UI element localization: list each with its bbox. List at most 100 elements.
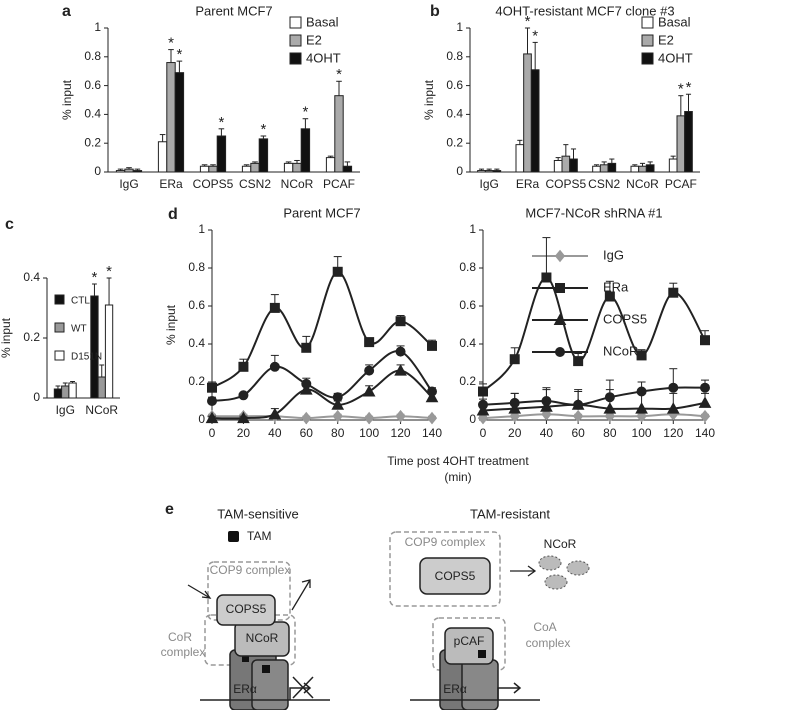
- marker: [331, 398, 345, 410]
- bar: [477, 170, 486, 173]
- bar: [97, 376, 106, 399]
- y-axis-label: % input: [164, 304, 178, 345]
- legend-swatch: [289, 34, 302, 47]
- marker: [301, 378, 312, 389]
- bar: [492, 170, 502, 173]
- y-axis-label: % input: [0, 317, 13, 358]
- bar: [553, 159, 563, 173]
- legend-text: TAM: [247, 529, 271, 543]
- marker: [395, 316, 406, 327]
- label: NCoR: [246, 631, 279, 645]
- marker: [476, 403, 490, 416]
- x-axis-label: (min): [444, 470, 471, 484]
- significance: *: [92, 269, 98, 286]
- legend-label: NCoR: [603, 343, 638, 358]
- y-tick-label: 0.4: [446, 107, 463, 121]
- legend-label: E2: [658, 32, 674, 47]
- legend-label: IgG: [603, 247, 624, 262]
- y-tick-label: 0: [198, 412, 205, 426]
- x-tick-label: PCAF: [323, 177, 355, 191]
- x-tick-label: ERa: [159, 177, 183, 191]
- significance: *: [532, 27, 538, 44]
- legend-swatch: [641, 52, 654, 65]
- legend-label: 4OHT: [306, 50, 341, 65]
- bar: [292, 162, 302, 173]
- legend-swatch: [54, 322, 65, 333]
- y-tick-label: 0.4: [188, 336, 205, 350]
- marker: [636, 386, 647, 397]
- chart-title: 4OHT-resistant MCF7 clone #3: [495, 3, 674, 18]
- marker: [238, 390, 249, 401]
- marker: [666, 402, 680, 414]
- y-tick-label: 0.2: [23, 330, 40, 344]
- y-tick-label: 0.2: [188, 374, 205, 388]
- marker: [427, 340, 437, 351]
- bar: [174, 72, 185, 173]
- marker: [269, 361, 280, 372]
- y-axis-label: % input: [422, 79, 436, 120]
- y-tick-label: 0.4: [23, 270, 40, 284]
- marker: [700, 335, 710, 346]
- legend-swatch: [54, 294, 65, 305]
- label: complex: [526, 636, 571, 650]
- bar: [216, 135, 227, 173]
- marker: [332, 409, 343, 423]
- x-tick-label: 20: [237, 426, 251, 440]
- y-tick-label: 0.6: [446, 78, 463, 92]
- label: COP9 complex: [405, 535, 486, 549]
- y-tick-label: 0: [469, 412, 476, 426]
- diagram: e TAM-sensitive TAM COP9 complex ERα NCo…: [161, 501, 590, 710]
- panel-label: e: [165, 501, 174, 518]
- y-tick-label: 0.6: [84, 78, 101, 92]
- diagram-title: TAM-resistant: [470, 506, 550, 521]
- label: pCAF: [454, 634, 485, 648]
- marker: [237, 411, 250, 424]
- x-tick-label: 140: [422, 426, 442, 440]
- marker: [478, 399, 488, 410]
- marker: [332, 266, 343, 277]
- y-tick-label: 0.8: [446, 49, 463, 63]
- gene-line: [410, 682, 540, 701]
- marker: [541, 396, 552, 406]
- chart-title: Parent MCF7: [283, 205, 360, 220]
- legend-label: CTL: [71, 296, 90, 307]
- x-axis-label: Time post 4OHT treatment: [387, 454, 529, 468]
- tam-icon: [228, 531, 239, 542]
- bar: [68, 382, 77, 399]
- bar: [530, 69, 540, 173]
- x-tick-label: CSN2: [588, 177, 620, 191]
- bar: [166, 62, 176, 173]
- legend-label: D151N: [71, 352, 102, 363]
- bar: [241, 165, 252, 173]
- legend-swatch: [289, 52, 302, 65]
- y-axis-label: % input: [60, 79, 74, 120]
- bar: [208, 165, 218, 173]
- x-tick-label: 20: [508, 426, 522, 440]
- marker: [604, 291, 615, 302]
- bar: [342, 165, 353, 173]
- diagram-title: TAM-sensitive: [217, 506, 298, 521]
- er-box: [461, 659, 499, 710]
- marker: [572, 409, 584, 423]
- significance: *: [106, 263, 112, 280]
- x-tick-label: 80: [603, 426, 617, 440]
- bar: [684, 111, 693, 173]
- panel-label: d: [168, 206, 178, 223]
- y-tick-label: 1: [198, 222, 205, 236]
- marker: [541, 272, 552, 283]
- marker: [425, 390, 439, 403]
- bar: [668, 158, 678, 173]
- bar: [250, 162, 260, 173]
- bar: [283, 162, 294, 173]
- marker: [540, 400, 553, 412]
- marker: [668, 287, 679, 298]
- marker: [395, 409, 406, 423]
- marker: [698, 396, 712, 408]
- legend-marker: [555, 283, 565, 293]
- y-tick-label: 0.2: [459, 374, 476, 388]
- legend-label: E2: [306, 32, 322, 47]
- marker: [478, 386, 488, 397]
- marker: [364, 337, 375, 348]
- y-tick-label: 1: [469, 222, 476, 236]
